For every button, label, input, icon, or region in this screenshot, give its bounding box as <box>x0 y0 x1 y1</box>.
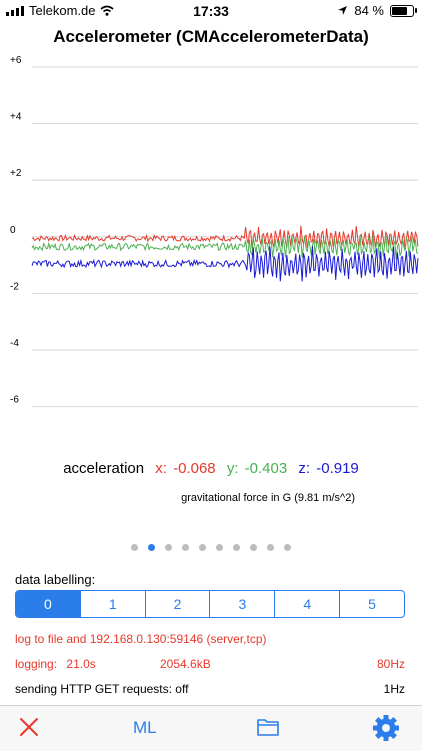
status-bar: Telekom.de 17:33 84 % <box>0 0 422 22</box>
label-option-2[interactable]: 2 <box>144 591 210 617</box>
page-dot[interactable] <box>216 544 223 551</box>
label-option-3[interactable]: 3 <box>209 591 274 617</box>
carrier-name: Telekom.de <box>29 3 96 18</box>
acceleration-label: acceleration <box>63 460 145 477</box>
status-left: Telekom.de <box>6 3 115 18</box>
gear-icon <box>373 715 399 741</box>
ml-button[interactable]: ML <box>133 718 157 737</box>
logging-label-text: logging: <box>15 657 58 671</box>
label-option-5[interactable]: 5 <box>339 591 404 617</box>
units-caption: gravitational force in G (9.81 m/s^2) <box>181 492 355 504</box>
page-dot[interactable] <box>165 544 172 551</box>
page-dot[interactable] <box>199 544 206 551</box>
bottom-toolbar: ML <box>0 705 422 751</box>
logging-rate: 80Hz <box>376 657 405 671</box>
y-tick-label: 0 <box>10 225 16 236</box>
x-axis-label: x: <box>155 460 167 477</box>
z-axis-label: z: <box>298 460 311 477</box>
location-arrow-icon <box>338 6 348 15</box>
http-rate: 1Hz <box>383 682 405 696</box>
y-tick-label: +4 <box>10 112 22 123</box>
x-value: -0.068 <box>173 460 216 477</box>
page-dot[interactable] <box>233 544 240 551</box>
close-icon <box>20 718 38 736</box>
battery-icon <box>390 4 417 17</box>
status-right: 84 % <box>337 3 417 18</box>
label-option-0[interactable]: 0 <box>16 591 80 617</box>
page-dot[interactable] <box>131 544 138 551</box>
wifi-icon <box>100 5 115 16</box>
y-tick-label: +2 <box>10 168 22 179</box>
folder-icon <box>257 719 279 736</box>
y-axis-label: y: <box>226 460 239 477</box>
status-time: 17:33 <box>193 3 229 19</box>
label-option-4[interactable]: 4 <box>274 591 339 617</box>
logging-label: logging: 21.0s <box>15 657 96 671</box>
page-indicator[interactable] <box>0 544 422 551</box>
y-value: -0.403 <box>244 460 288 477</box>
logging-size: 2054.6kB <box>160 657 211 671</box>
signal-icon <box>6 5 24 16</box>
acceleration-readout: acceleration x: -0.068 y: -0.403 z: -0.9… <box>0 460 422 477</box>
close-button[interactable] <box>18 716 40 743</box>
settings-button[interactable] <box>372 714 400 747</box>
z-value: -0.919 <box>316 460 359 477</box>
y-tick-label: +6 <box>10 55 22 66</box>
label-option-1[interactable]: 1 <box>79 591 145 617</box>
series-line-z <box>31 246 419 282</box>
battery-percent: 84 % <box>354 3 384 18</box>
page-dot[interactable] <box>182 544 189 551</box>
log-destination: log to file and 192.168.0.130:59146 (ser… <box>15 632 267 646</box>
series-line-y <box>31 234 419 260</box>
accelerometer-chart: +6 +4 +2 0 -2 -4 -6 <box>10 55 419 408</box>
page-dot[interactable] <box>284 544 291 551</box>
y-tick-label: -4 <box>10 338 19 349</box>
data-labelling-label: data labelling: <box>15 572 96 587</box>
series-line-x <box>31 225 419 251</box>
page-dot[interactable] <box>250 544 257 551</box>
y-tick-label: -6 <box>10 395 19 406</box>
page-dot[interactable] <box>267 544 274 551</box>
y-tick-label: -2 <box>10 281 19 292</box>
page-dot[interactable] <box>148 544 155 551</box>
page-title: Accelerometer (CMAccelerometerData) <box>53 27 369 46</box>
folder-button[interactable] <box>256 716 280 743</box>
battery-fill <box>392 6 407 15</box>
http-status: sending HTTP GET requests: off <box>15 682 189 696</box>
logging-duration: 21.0s <box>66 657 96 671</box>
